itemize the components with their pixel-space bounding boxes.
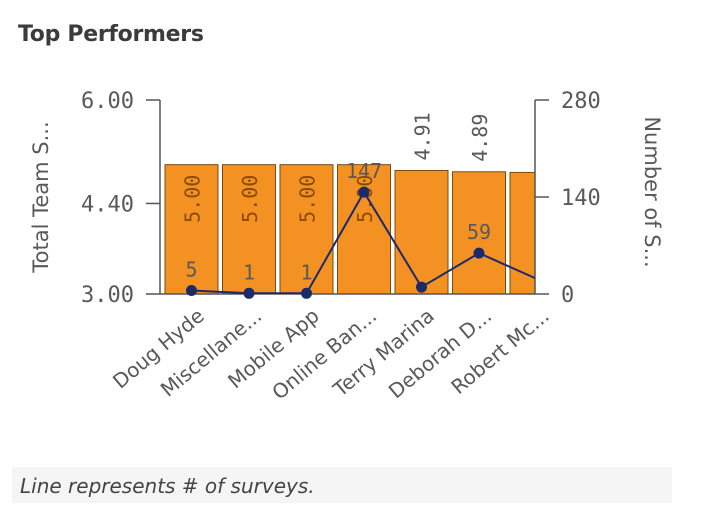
y-right-tick-label: 140	[561, 186, 601, 211]
bar-value-label: 5.00	[181, 175, 205, 223]
bar	[509, 171, 535, 294]
bar	[164, 164, 219, 294]
y-left-tick-label: 6.00	[81, 89, 134, 114]
bar	[452, 171, 506, 294]
line-value-label: 5	[185, 258, 197, 282]
y-right-tick-label: 280	[561, 89, 601, 114]
line-value-label: 1	[300, 260, 312, 284]
bar-value-label: 5.00	[353, 175, 377, 223]
y-right-axis-title: Number of S...	[640, 116, 664, 267]
y-left-tick-label: 3.00	[81, 283, 134, 308]
combo-chart: 3.00 4.40 6.00 0 140 280 5.00 5.00 5.00 5.00 4.91 4…	[29, 89, 664, 404]
bar	[337, 164, 391, 294]
bar-value-label: 4.89	[468, 114, 492, 162]
survey-point	[416, 281, 427, 293]
footnote-box: Line represents # of surveys.	[12, 467, 672, 503]
footnote-text: Line represents # of surveys.	[20, 474, 315, 498]
line-value-label: 1	[243, 260, 255, 284]
line-value-label: 147	[346, 159, 382, 183]
y-right-tick-label: 0	[561, 283, 574, 308]
survey-point	[186, 285, 197, 297]
survey-point	[358, 186, 370, 198]
bar	[222, 164, 276, 294]
line-value-label: 59	[467, 220, 491, 244]
bar-value-label: 5.00	[238, 175, 262, 223]
survey-point	[473, 247, 485, 259]
survey-point	[301, 287, 312, 299]
bar	[394, 169, 449, 294]
bar	[279, 164, 334, 294]
survey-point	[243, 287, 255, 299]
y-left-tick-label: 4.40	[81, 192, 134, 217]
y-left-axis-title: Total Team S...	[29, 121, 53, 273]
chart-title: Top Performers	[18, 22, 204, 47]
bar-value-label: 4.91	[411, 112, 435, 160]
bar-value-label: 5.00	[296, 175, 320, 223]
